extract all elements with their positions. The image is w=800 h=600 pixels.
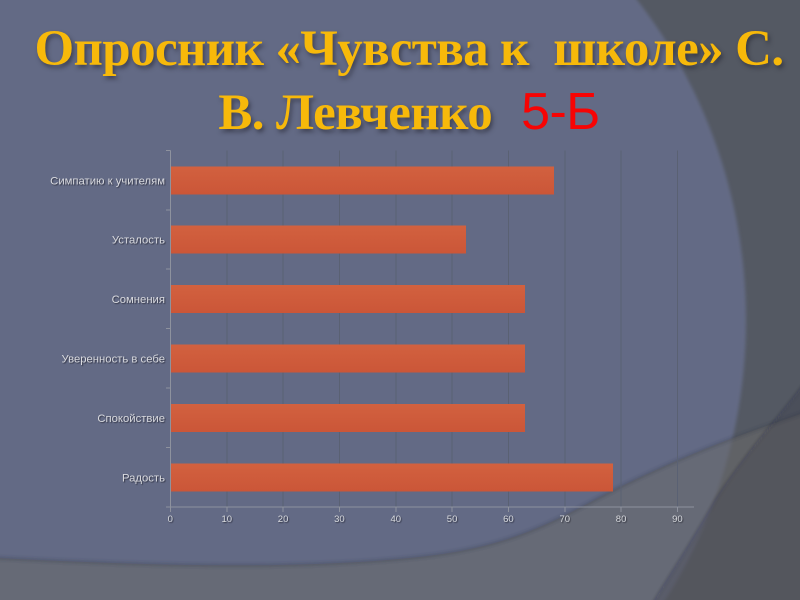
- svg-text:50: 50: [447, 514, 458, 525]
- svg-text:70: 70: [560, 514, 571, 525]
- svg-text:0: 0: [168, 514, 173, 525]
- svg-text:40: 40: [391, 514, 402, 525]
- svg-text:90: 90: [672, 514, 683, 525]
- svg-text:Спокойствие: Спокойствие: [97, 413, 165, 425]
- svg-text:80: 80: [616, 514, 627, 525]
- svg-text:30: 30: [334, 514, 345, 525]
- svg-text:Симпатию к учителям: Симпатию к учителям: [50, 175, 165, 187]
- svg-text:Радость: Радость: [122, 472, 165, 484]
- svg-text:Уверенность в себе: Уверенность в себе: [62, 354, 165, 366]
- svg-text:Сомнения: Сомнения: [112, 294, 165, 306]
- svg-text:10: 10: [222, 514, 233, 525]
- svg-text:60: 60: [503, 514, 514, 525]
- svg-text:20: 20: [278, 514, 289, 525]
- svg-text:Усталость: Усталость: [112, 235, 165, 247]
